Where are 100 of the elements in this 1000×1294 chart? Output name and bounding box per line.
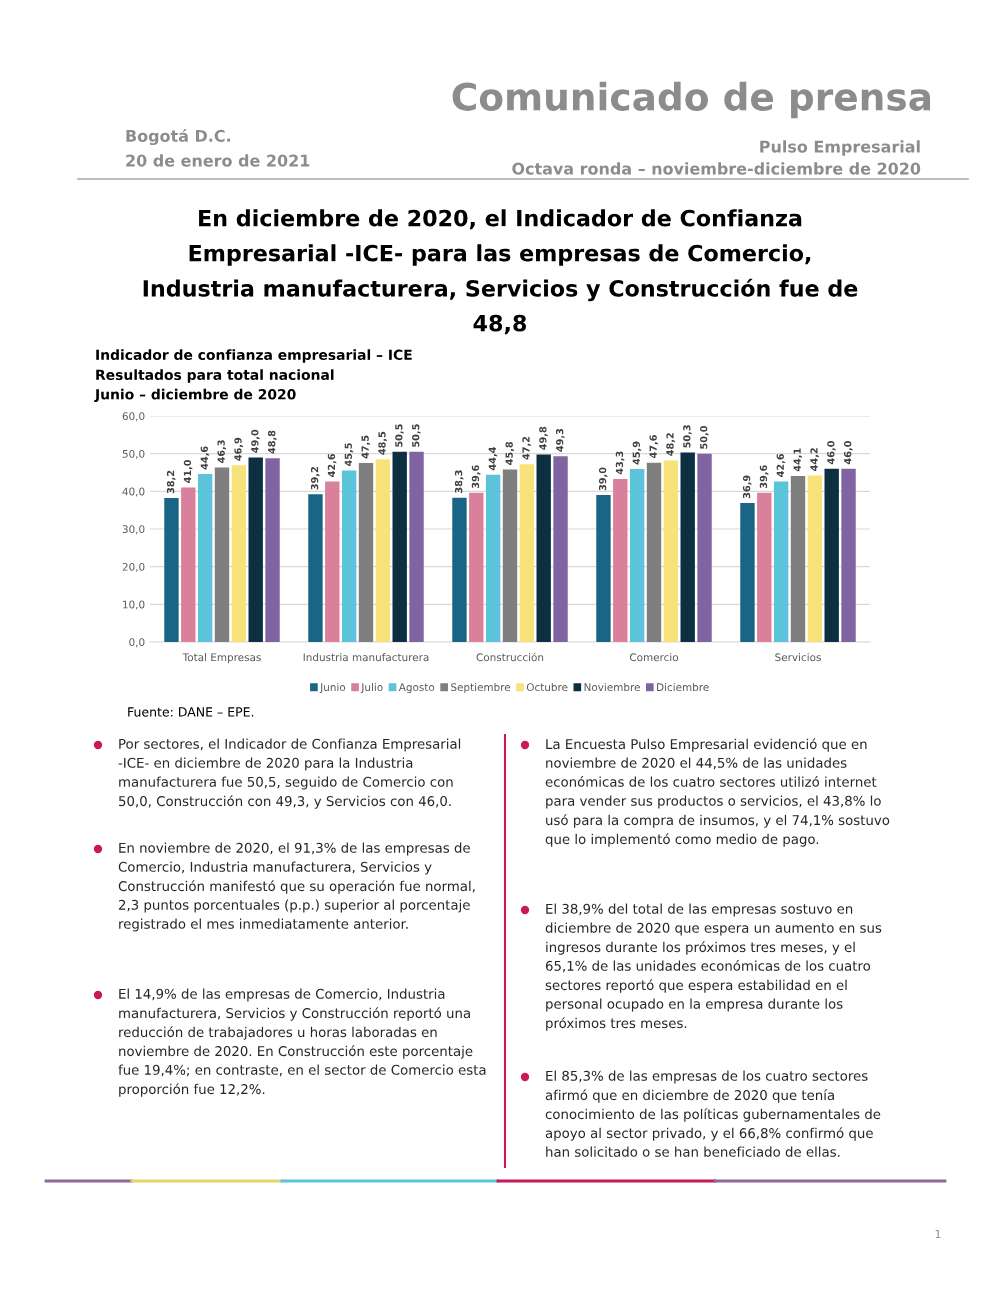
bar (613, 478, 628, 642)
bar (358, 463, 374, 642)
bar (265, 458, 280, 642)
data-label: 45,5 (344, 443, 354, 467)
bar (824, 468, 839, 642)
data-label: 50,5 (395, 424, 404, 447)
bar (392, 451, 407, 642)
y-tick-label: 40,0 (122, 487, 145, 497)
legend-label: Noviembre (584, 683, 640, 692)
data-label: 47,6 (649, 435, 659, 459)
bar (773, 481, 789, 642)
y-tick-label: 10,0 (123, 600, 145, 610)
legend-label: Junio (319, 683, 346, 694)
data-label: 44,2 (810, 448, 819, 471)
bar (536, 454, 551, 642)
data-label: 44,4 (488, 447, 498, 471)
bar (807, 475, 823, 642)
bar (502, 469, 518, 642)
data-label: 39,6 (759, 465, 769, 489)
text: Comunicado de prensa (452, 81, 931, 119)
bar (553, 456, 568, 642)
legend-label: Julio (360, 683, 383, 694)
bar (308, 494, 323, 642)
bar (697, 453, 712, 642)
data-label: 39,2 (310, 467, 320, 490)
data-label: 50,3 (683, 425, 692, 448)
x-tick-label: Total Empresas (182, 653, 261, 664)
data-label: 38,2 (166, 470, 176, 494)
bar (629, 469, 645, 642)
text: Por sectores, el Indicador de Confianza Empresarial -ICE- en diciembre de 2020 para la Industria manufacturera fue 50,5, seguido de Comercio con 50,0, Construcción con 49,3, y Servicios con 46,0. (118, 738, 461, 809)
data-label: 43,3 (615, 451, 625, 475)
legend-label: Diciembre (657, 683, 709, 692)
bar (325, 481, 340, 642)
bar (197, 474, 213, 642)
x-tick-label: Construcción (476, 652, 544, 662)
data-label: 47,5 (361, 435, 371, 459)
chart-subtitle: Resultados para total nacional Junio – diciembre de 2020 (94, 369, 334, 403)
text: Bogotá D.C. (126, 128, 231, 146)
data-label: 46,0 (827, 441, 836, 465)
data-label: 42,6 (776, 453, 786, 477)
data-label: 44,6 (200, 446, 210, 470)
text: Pulso Empresarial (760, 140, 920, 156)
text: 1 (935, 1229, 941, 1239)
data-label: 36,9 (742, 475, 752, 499)
bar (790, 475, 806, 642)
bar (596, 495, 611, 642)
bar (181, 487, 196, 642)
text: El 85,3% de las empresas de los cuatro sectores afirmó que en diciembre de 2020 que tenía conocimiento de las políticas gubernamentales de apoyo al sector privado, y el 66,8% confirmó que han solicitado o se han beneficiado de ellas. (545, 1070, 881, 1157)
bar (452, 497, 467, 642)
y-tick-label: 0,0 (129, 638, 145, 648)
bar (341, 470, 357, 642)
data-label: 44,1 (793, 448, 803, 472)
data-label: 42,6 (327, 453, 337, 477)
data-label: 49,0 (251, 429, 260, 453)
bar (646, 462, 662, 642)
data-label: 38,3 (454, 470, 464, 493)
text: En diciembre de 2020, el Indicador de Confianza Empresarial -ICE- para las empresas de Comercio, Industria manufacturera, Servicios y Construcción fue de 48,8 (143, 209, 858, 335)
text: La Encuesta Pulso Empresarial evidenció que en noviembre de 2020 el 44,5% de las unidades económicas de los cuatro sectores utilizó internet para vender sus productos o servicios, el 43,8% lo usó para la compra de insumos, y el 74,1% sostuvo que lo implementó como medio de pago. (545, 738, 890, 847)
data-label: 46,3 (217, 440, 227, 463)
x-tick-label: Comercio (629, 653, 679, 662)
bar (663, 460, 679, 642)
bar (757, 492, 772, 642)
data-label: 50,5 (412, 424, 421, 447)
text: En noviembre de 2020, el 91,3% de las empresas de Comercio, Industria manufacturera, Servicios y Construcción manifestó que su operación fue normal, 2,3 puntos porcentuales (p.p.) superior al porcentaje registrado el mes inmediatamente anterior. (118, 842, 475, 932)
chart-title: Indicador de confianza empresarial – ICE (96, 349, 412, 363)
data-label: 46,0 (844, 441, 853, 465)
bar (248, 457, 263, 642)
text: El 14,9% de las empresas de Comercio, Industria manufacturera, Servicios y Construcción reportó una reducción de trabajadores u horas laboradas en noviembre de 2020. En Construcción este porcentaje fue 19,4%; en contraste, en el sector de Comercio esta proporción fue 12,2%. (118, 988, 486, 1097)
bar (469, 492, 484, 642)
text: Octava ronda – noviembre-diciembre de 2020 (512, 162, 921, 175)
bar (519, 464, 535, 642)
bar (164, 498, 179, 642)
text: El 38,9% del total de las empresas sostuvo en diciembre de 2020 que espera un aumento en sus ingresos durante los próximos tres meses, y el 65,1% de las unidades económicas de los cuatro sectores reportó que espera estabilidad en el personal ocupado en la empresa durante los próximos tres meses. (545, 903, 882, 1031)
data-label: 48,8 (268, 430, 277, 454)
legend-label: Agosto (398, 683, 435, 694)
x-tick-label: Industria manufacturera (303, 653, 429, 662)
source-note: Fuente: DANE – EPE. (128, 707, 254, 717)
y-tick-label: 50,0 (122, 449, 145, 459)
bar (680, 452, 695, 642)
bar (409, 451, 424, 642)
data-label: 39,6 (471, 465, 481, 489)
bar (375, 459, 391, 642)
data-label: 49,3 (556, 428, 565, 452)
bar (841, 468, 856, 642)
data-label: 39,0 (598, 467, 608, 491)
data-label: 49,8 (539, 426, 548, 450)
y-tick-label: 20,0 (122, 562, 145, 572)
data-label: 48,5 (378, 431, 387, 455)
data-label: 47,2 (522, 436, 531, 460)
data-label: 48,2 (666, 433, 675, 456)
data-label: 50,0 (700, 425, 709, 449)
data-label: 41,0 (183, 459, 193, 483)
y-tick-label: 30,0 (122, 525, 145, 535)
legend-label: Septiembre (451, 683, 511, 694)
bar (485, 474, 501, 642)
y-tick-label: 60,0 (122, 412, 145, 422)
data-label: 45,9 (632, 441, 642, 465)
x-tick-label: Servicios (775, 653, 821, 662)
text: 20 de enero de 2021 (126, 154, 310, 167)
data-label: 45,8 (505, 441, 515, 465)
